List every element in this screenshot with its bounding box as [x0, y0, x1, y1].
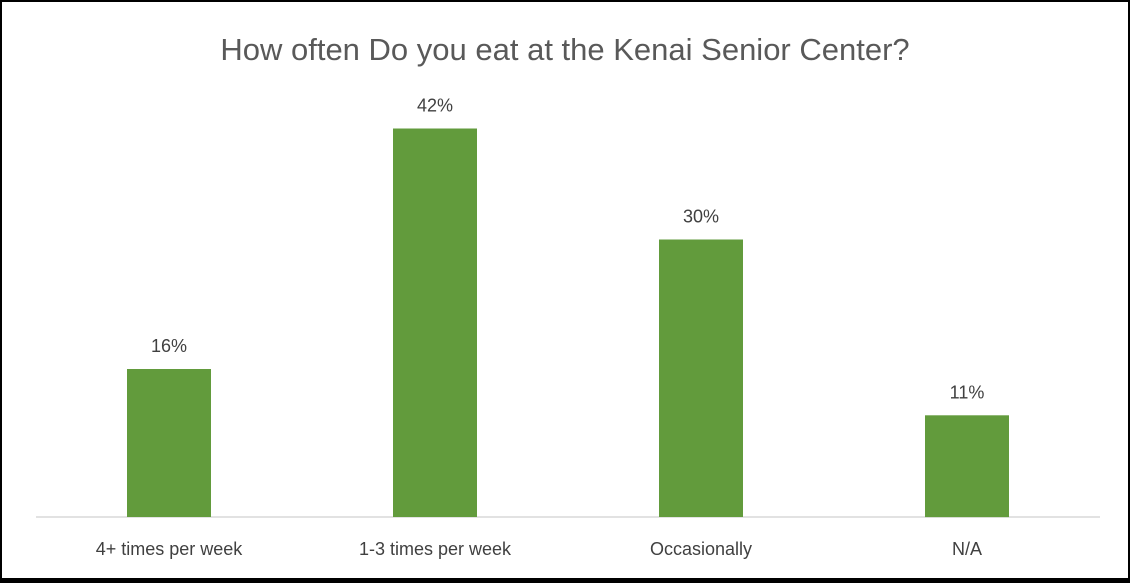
category-label-1: 4+ times per week: [96, 539, 244, 559]
data-label-1: 16%: [151, 336, 187, 356]
bar-4: [925, 415, 1009, 518]
data-labels-group: 16% 42% 30% 11%: [151, 96, 984, 403]
category-label-4: N/A: [952, 539, 982, 559]
data-label-2: 42%: [417, 96, 453, 116]
data-label-3: 30%: [683, 207, 719, 227]
bar-3: [659, 239, 743, 517]
bar-2: [393, 128, 477, 517]
category-label-2: 1-3 times per week: [359, 539, 512, 559]
category-label-3: Occasionally: [650, 539, 752, 559]
category-labels-group: 4+ times per week 1-3 times per week Occas…: [96, 539, 982, 559]
bars-group: [127, 128, 1009, 518]
data-label-4: 11%: [950, 382, 985, 402]
chart-title: How often Do you eat at the Kenai Senior…: [220, 32, 910, 67]
bar-1: [127, 369, 211, 517]
